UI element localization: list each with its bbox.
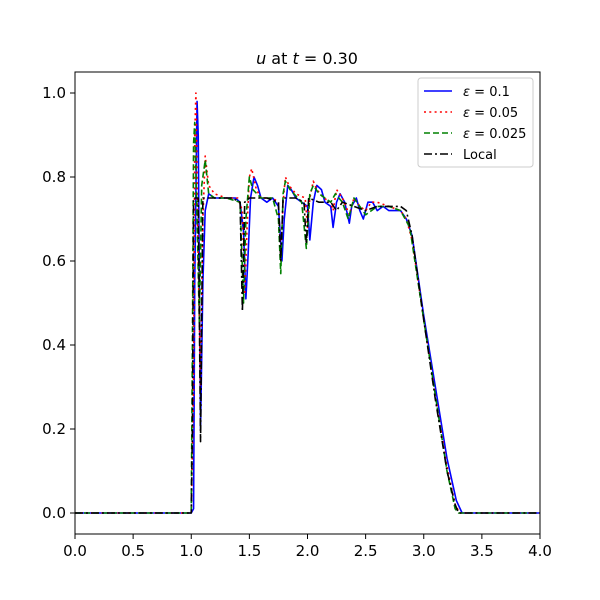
x-tick-label: 2.0 — [296, 542, 320, 560]
x-tick-label: 3.0 — [412, 542, 436, 560]
legend-label-3: Local — [463, 148, 497, 163]
legend-box — [417, 77, 534, 168]
series-line-3 — [75, 197, 540, 514]
series-line-2 — [75, 121, 540, 514]
y-tick-label: 0.4 — [42, 336, 66, 354]
y-tick-label: 1.0 — [42, 84, 66, 102]
x-tick-label: 0.0 — [63, 542, 87, 560]
y-tick-label: 0.0 — [42, 504, 66, 522]
y-tick-label: 0.6 — [42, 252, 66, 270]
x-tick-label: 2.5 — [354, 542, 378, 560]
chart-title: u at t = 0.30 — [256, 49, 358, 68]
y-tick-label: 0.2 — [42, 420, 66, 438]
legend-label-1: ε = 0.05 — [463, 106, 518, 121]
plot-lines — [75, 92, 540, 514]
x-tick-label: 3.5 — [470, 542, 494, 560]
y-tick-label: 0.8 — [42, 168, 66, 186]
x-tick-label: 4.0 — [528, 542, 552, 560]
legend-label-0: ε = 0.1 — [463, 85, 510, 100]
legend-label-2: ε = 0.025 — [463, 127, 526, 142]
x-axis: 0.0 0.5 1.0 1.5 2.0 2.5 3.0 3.5 4.0 — [63, 534, 552, 560]
y-axis: 0.0 0.2 0.4 0.6 0.8 1.0 — [42, 84, 75, 522]
legend: ε = 0.1 ε = 0.05 ε = 0.025 Local — [417, 77, 534, 168]
x-tick-label: 1.5 — [237, 542, 261, 560]
x-tick-label: 1.0 — [179, 542, 203, 560]
x-tick-label: 0.5 — [121, 542, 145, 560]
series-line-1 — [75, 92, 540, 514]
